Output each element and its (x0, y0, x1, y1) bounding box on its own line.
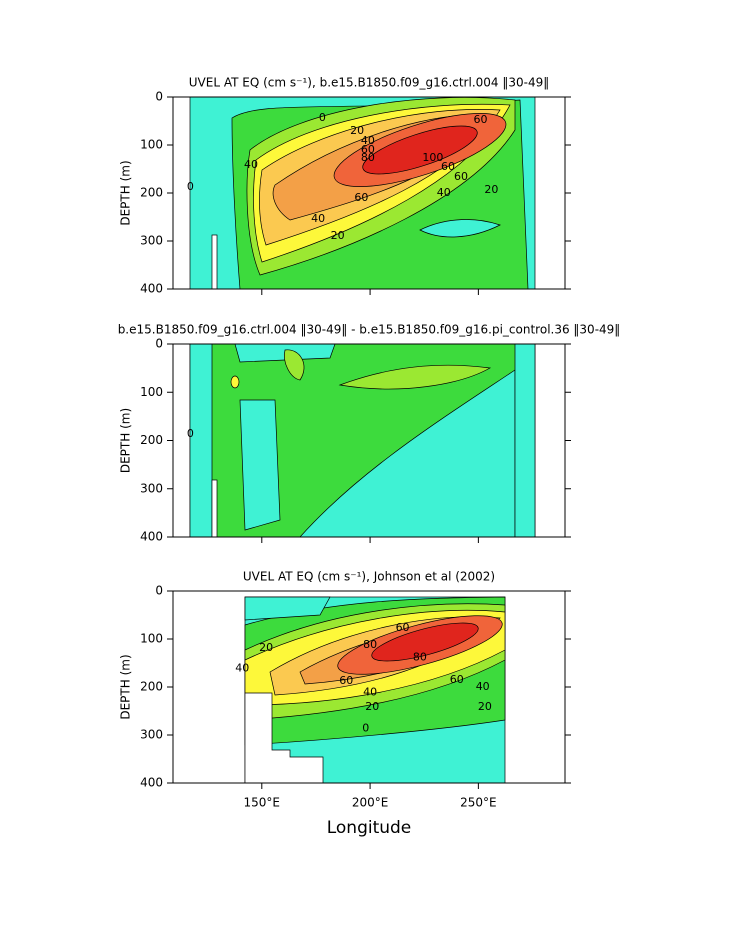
y-axis-label: DEPTH (m) (119, 654, 133, 719)
contour-label: 60 (361, 143, 375, 156)
chart-title: b.e15.B1850.f09_g16.ctrl.004 ‖30-49‖ - b… (118, 323, 621, 337)
x-tick-label: 200°E (352, 796, 389, 810)
contour-label: 20 (365, 700, 379, 713)
y-tick-label: 0 (155, 337, 163, 351)
contour-label: 20 (350, 124, 364, 137)
contour-label: 60 (454, 170, 468, 183)
contour-label: 40 (476, 680, 490, 693)
y-tick-label: 400 (140, 776, 163, 790)
contour-label: 100 (422, 151, 443, 164)
contour-label: 40 (361, 134, 375, 147)
contour-label: 60 (354, 191, 368, 204)
chart-title: UVEL AT EQ (cm s⁻¹), Johnson et al (2002… (243, 570, 495, 584)
y-tick-label: 100 (140, 385, 163, 399)
y-tick-label: 100 (140, 632, 163, 646)
y-tick-label: 300 (140, 234, 163, 248)
contour-label: 20 (478, 700, 492, 713)
x-tick-label: 150°E (244, 796, 281, 810)
chart-title: UVEL AT EQ (cm s⁻¹), b.e15.B1850.f09_g16… (189, 76, 549, 90)
y-tick-label: 200 (140, 186, 163, 200)
contour-label: 80 (361, 151, 375, 164)
contour-label: 60 (339, 674, 353, 687)
contour-label: 0 (187, 180, 194, 193)
contour-label: 80 (363, 638, 377, 651)
contour-label: 20 (259, 641, 273, 654)
y-tick-label: 400 (140, 530, 163, 544)
contour-label: 40 (311, 212, 325, 225)
contour-label: 60 (396, 621, 410, 634)
contour-label: 0 (319, 111, 326, 124)
contour-label: 60 (441, 160, 455, 173)
contour-label: 40 (437, 186, 451, 199)
contour-fill (189, 97, 536, 289)
y-axis-label: DEPTH (m) (119, 408, 133, 473)
y-axis-label: DEPTH (m) (119, 160, 133, 225)
contour-label: 80 (413, 651, 427, 664)
y-tick-label: 300 (140, 728, 163, 742)
contour-label: 20 (331, 229, 345, 242)
y-tick-label: 200 (140, 433, 163, 447)
contour-label: 40 (244, 158, 258, 171)
contour-label: 60 (450, 673, 464, 686)
contour-fill (189, 344, 536, 537)
y-tick-label: 200 (140, 680, 163, 694)
y-tick-label: 300 (140, 481, 163, 495)
y-tick-label: 400 (140, 282, 163, 296)
y-tick-label: 0 (155, 90, 163, 104)
y-tick-label: 0 (155, 584, 163, 598)
contour-label: 0 (362, 721, 369, 734)
contour-label: 60 (474, 113, 488, 126)
contour-label: 0 (187, 427, 194, 440)
contour-label: 40 (363, 685, 377, 698)
contour-fill (244, 596, 506, 783)
x-axis-label: Longitude (327, 818, 412, 838)
contour-label: 20 (484, 183, 498, 196)
x-tick-label: 250°E (460, 796, 497, 810)
contour-label: 40 (235, 661, 249, 674)
y-tick-label: 100 (140, 138, 163, 152)
